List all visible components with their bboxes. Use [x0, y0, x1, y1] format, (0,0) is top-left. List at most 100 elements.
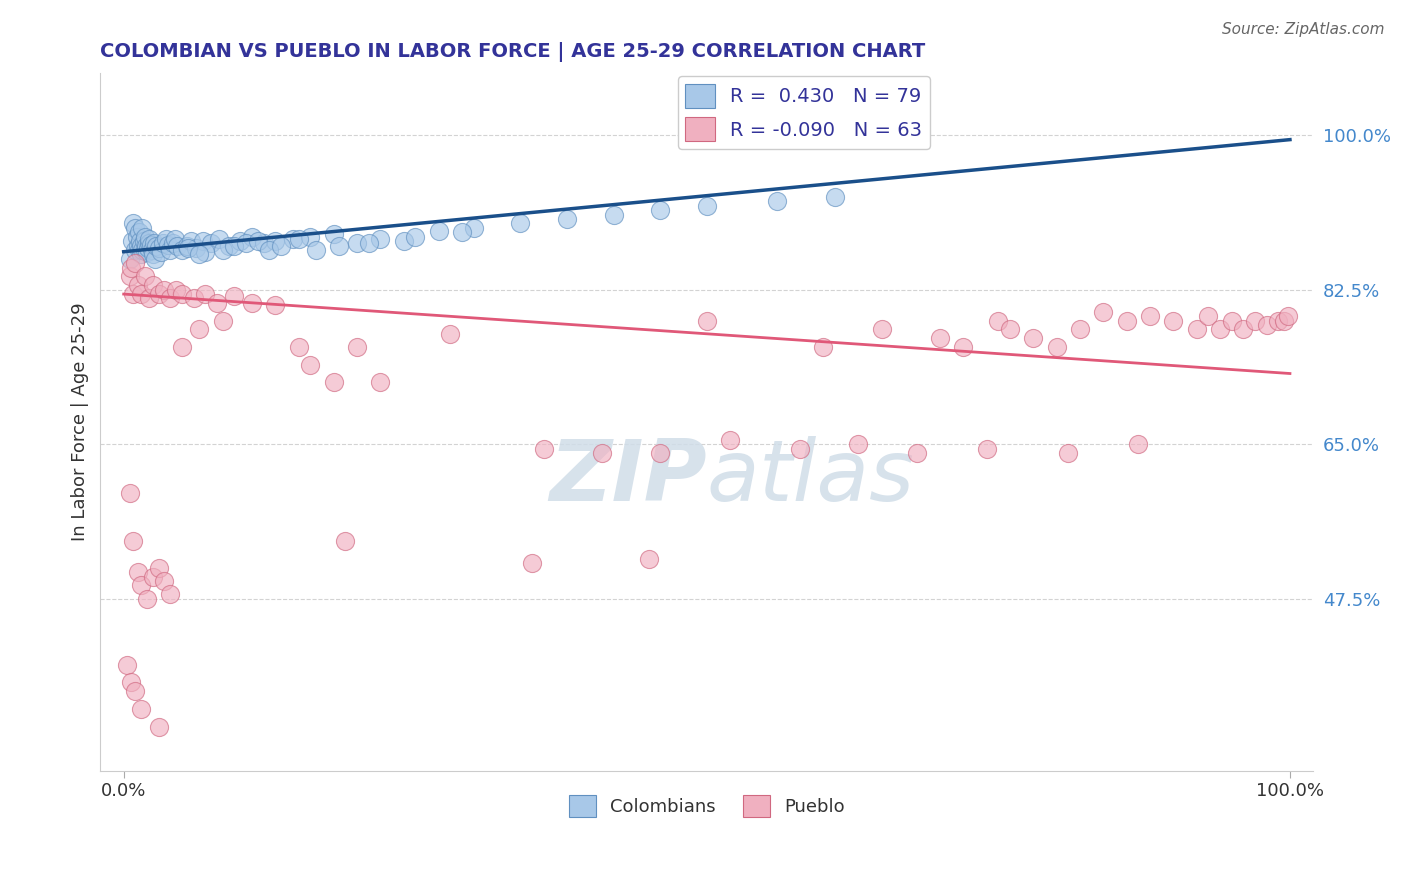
Point	[170, 340, 193, 354]
Point	[368, 376, 391, 390]
Point	[138, 292, 160, 306]
Point	[322, 227, 344, 241]
Point	[152, 235, 174, 250]
Point	[138, 235, 160, 250]
Point	[129, 247, 152, 261]
Point	[155, 232, 177, 246]
Point	[115, 657, 138, 672]
Point	[128, 243, 150, 257]
Point	[131, 243, 153, 257]
Point	[718, 433, 741, 447]
Point	[118, 485, 141, 500]
Point	[1209, 322, 1232, 336]
Point	[142, 278, 165, 293]
Point	[1220, 313, 1243, 327]
Point	[139, 237, 162, 252]
Point	[134, 269, 156, 284]
Point	[145, 238, 167, 252]
Point	[218, 238, 240, 252]
Point	[177, 241, 200, 255]
Point	[240, 296, 263, 310]
Point	[696, 313, 718, 327]
Point	[346, 235, 368, 250]
Text: COLOMBIAN VS PUEBLO IN LABOR FORCE | AGE 25-29 CORRELATION CHART: COLOMBIAN VS PUEBLO IN LABOR FORCE | AGE…	[100, 42, 925, 62]
Point	[184, 241, 207, 255]
Point	[142, 569, 165, 583]
Point	[143, 252, 166, 266]
Point	[229, 234, 252, 248]
Point	[509, 217, 531, 231]
Point	[299, 229, 322, 244]
Point	[127, 238, 149, 252]
Point	[194, 287, 217, 301]
Point	[813, 340, 835, 354]
Text: atlas: atlas	[707, 436, 915, 519]
Point	[404, 229, 426, 244]
Point	[148, 560, 170, 574]
Point	[287, 340, 309, 354]
Point	[328, 238, 350, 252]
Point	[143, 235, 166, 250]
Point	[150, 244, 173, 259]
Point	[224, 238, 246, 252]
Point	[120, 260, 142, 275]
Point	[1069, 322, 1091, 336]
Point	[998, 322, 1021, 336]
Point	[987, 313, 1010, 327]
Point	[159, 243, 181, 257]
Point	[162, 235, 184, 250]
Text: Source: ZipAtlas.com: Source: ZipAtlas.com	[1222, 22, 1385, 37]
Point	[159, 587, 181, 601]
Point	[124, 684, 146, 698]
Point	[439, 326, 461, 341]
Point	[650, 203, 672, 218]
Point	[148, 287, 170, 301]
Point	[463, 220, 485, 235]
Point	[135, 238, 157, 252]
Point	[118, 269, 141, 284]
Point	[427, 223, 450, 237]
Point	[132, 234, 155, 248]
Point	[136, 241, 159, 255]
Point	[1139, 309, 1161, 323]
Point	[264, 234, 287, 248]
Point	[1092, 304, 1115, 318]
Point	[357, 235, 380, 250]
Point	[120, 675, 142, 690]
Point	[121, 234, 143, 248]
Point	[211, 243, 233, 257]
Point	[136, 591, 159, 606]
Point	[1277, 309, 1299, 323]
Point	[170, 243, 193, 257]
Point	[929, 331, 952, 345]
Point	[176, 238, 198, 252]
Point	[1197, 309, 1219, 323]
Point	[253, 235, 276, 250]
Point	[124, 256, 146, 270]
Point	[129, 702, 152, 716]
Point	[122, 534, 145, 549]
Point	[824, 190, 846, 204]
Point	[240, 229, 263, 244]
Point	[124, 243, 146, 257]
Point	[122, 287, 145, 301]
Point	[1022, 331, 1045, 345]
Point	[1046, 340, 1069, 354]
Point	[125, 229, 148, 244]
Point	[976, 442, 998, 456]
Point	[194, 244, 217, 259]
Point	[134, 229, 156, 244]
Point	[555, 212, 578, 227]
Point	[138, 232, 160, 246]
Point	[129, 287, 152, 301]
Point	[163, 232, 186, 246]
Point	[848, 437, 870, 451]
Point	[141, 243, 163, 257]
Point	[128, 225, 150, 239]
Point	[533, 442, 555, 456]
Point	[789, 442, 811, 456]
Point	[246, 234, 269, 248]
Point	[259, 243, 281, 257]
Point	[1267, 313, 1289, 327]
Point	[270, 238, 292, 252]
